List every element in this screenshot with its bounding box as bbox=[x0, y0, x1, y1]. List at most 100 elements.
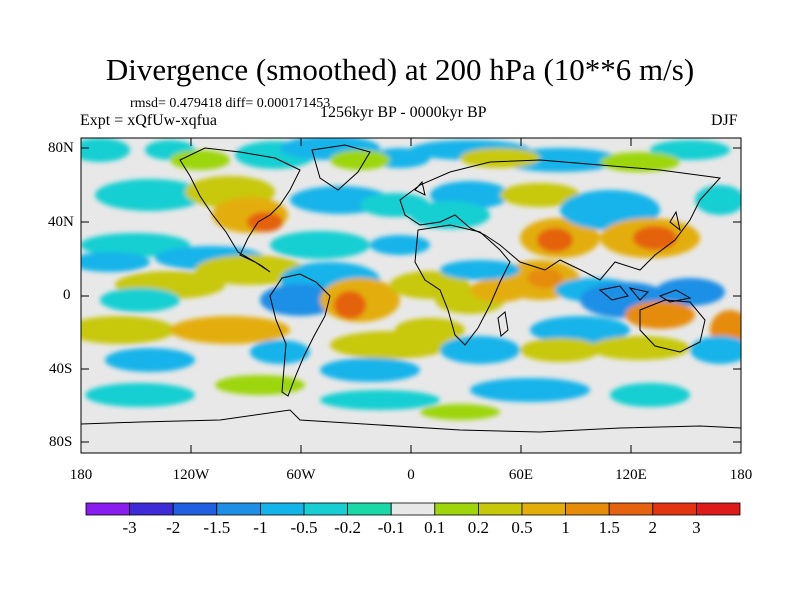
colorbar-box bbox=[129, 502, 174, 516]
field-blob bbox=[600, 152, 680, 172]
lon-label-180w: 180 bbox=[69, 467, 93, 483]
coastline bbox=[414, 180, 426, 196]
field-blob bbox=[530, 316, 630, 344]
colorbar-box bbox=[521, 502, 566, 516]
colorbar-box bbox=[565, 502, 610, 516]
period-label: 1256kyr BP - 0000kyr BP bbox=[320, 104, 487, 121]
season-label: DJF bbox=[711, 112, 738, 129]
stats-label: rmsd= 0.479418 diff= 0.000171453 bbox=[130, 96, 331, 111]
experiment-label: Expt = xQfUw-xqfua bbox=[80, 112, 217, 129]
colorbar-label: 0.2 bbox=[467, 518, 490, 537]
colorbar-label: -3 bbox=[122, 518, 137, 537]
field-blob bbox=[195, 255, 305, 285]
coastline bbox=[81, 409, 741, 433]
lon-label-120e: 120E bbox=[615, 467, 647, 483]
colorbar-box bbox=[303, 502, 348, 516]
coastline bbox=[414, 224, 511, 346]
field-blob bbox=[500, 183, 580, 207]
coastline bbox=[669, 210, 681, 232]
field-blob bbox=[420, 404, 500, 420]
field-blob bbox=[330, 331, 450, 359]
lat-label-0: 0 bbox=[63, 287, 71, 303]
field-blob bbox=[270, 231, 370, 259]
coastline bbox=[639, 299, 706, 353]
colorbar-label: -1 bbox=[253, 518, 268, 537]
field-blob bbox=[460, 148, 540, 168]
colorbar-label: 0.5 bbox=[511, 518, 533, 537]
field-blob bbox=[260, 284, 340, 316]
field-blob bbox=[85, 383, 195, 407]
coastline bbox=[179, 147, 301, 273]
field-blob bbox=[334, 291, 366, 319]
colorbar-box bbox=[434, 502, 479, 516]
field-blob bbox=[440, 260, 520, 280]
coastline bbox=[399, 159, 722, 281]
colorbar-label: -0.5 bbox=[290, 518, 318, 537]
coastline bbox=[497, 311, 509, 337]
field-blob bbox=[81, 252, 150, 272]
colorbar-box bbox=[85, 502, 130, 516]
field-blob bbox=[690, 336, 741, 364]
field-blob bbox=[520, 338, 600, 362]
field-blob bbox=[590, 336, 690, 360]
colorbar-box bbox=[652, 502, 697, 516]
colorbar-box bbox=[608, 502, 654, 516]
colorbar-box bbox=[172, 502, 218, 516]
coastline bbox=[311, 144, 371, 191]
lat-label-40n: 40N bbox=[48, 214, 74, 230]
colorbar-box bbox=[696, 502, 741, 516]
field-blob bbox=[170, 316, 290, 344]
field-blob bbox=[633, 226, 677, 250]
field-blob bbox=[330, 150, 390, 170]
coastline bbox=[658, 289, 692, 303]
colorbar-label: 3 bbox=[692, 518, 701, 537]
field-blob bbox=[470, 378, 590, 402]
field-blob bbox=[81, 138, 130, 162]
field-blob bbox=[247, 212, 283, 232]
colorbar-box bbox=[216, 502, 261, 516]
coastline bbox=[269, 273, 331, 397]
lon-label-120w: 120W bbox=[172, 467, 210, 483]
field-blob bbox=[610, 383, 690, 407]
lat-label-40s: 40S bbox=[49, 361, 73, 377]
lon-label-0: 0 bbox=[407, 467, 415, 483]
field-blob bbox=[650, 140, 730, 160]
colorbar-label: -1.5 bbox=[203, 518, 231, 537]
coastline bbox=[628, 287, 649, 301]
field-blob bbox=[625, 301, 695, 329]
lat-label-80n: 80N bbox=[48, 140, 74, 156]
colorbar-box bbox=[390, 502, 436, 516]
colorbar-label: 0.1 bbox=[424, 518, 446, 537]
colorbar-label: -0.1 bbox=[377, 518, 405, 537]
field-blob bbox=[410, 201, 490, 229]
field-blob bbox=[105, 348, 195, 372]
coastline bbox=[598, 285, 629, 301]
field-blob bbox=[537, 228, 573, 252]
field-blob bbox=[320, 390, 440, 410]
colorbar-label: 1 bbox=[561, 518, 570, 537]
field-blob bbox=[320, 358, 420, 382]
field-blob bbox=[695, 185, 741, 215]
colorbar-label: -2 bbox=[166, 518, 181, 537]
map-title: Divergence (smoothed) at 200 hPa (10**6 … bbox=[105, 52, 695, 87]
field-blob bbox=[95, 179, 205, 211]
field-blob bbox=[527, 268, 563, 288]
field-blob bbox=[170, 150, 230, 170]
field-blob bbox=[370, 235, 430, 255]
divergence-field bbox=[81, 138, 741, 453]
field-blob bbox=[440, 336, 520, 364]
lon-label-60w: 60W bbox=[286, 467, 316, 483]
lon-label-180e: 180 bbox=[729, 467, 753, 483]
colorbar-label: -0.2 bbox=[334, 518, 362, 537]
colorbar-label: 1.5 bbox=[598, 518, 620, 537]
colorbar-label: 2 bbox=[648, 518, 658, 537]
colorbar-box bbox=[347, 502, 392, 516]
field-blob bbox=[215, 375, 305, 395]
lon-label-60e: 60E bbox=[508, 467, 534, 483]
colorbar-box bbox=[259, 502, 305, 516]
field-blob bbox=[655, 278, 725, 306]
lat-label-80s: 80S bbox=[49, 434, 73, 450]
field-blob bbox=[81, 316, 175, 344]
